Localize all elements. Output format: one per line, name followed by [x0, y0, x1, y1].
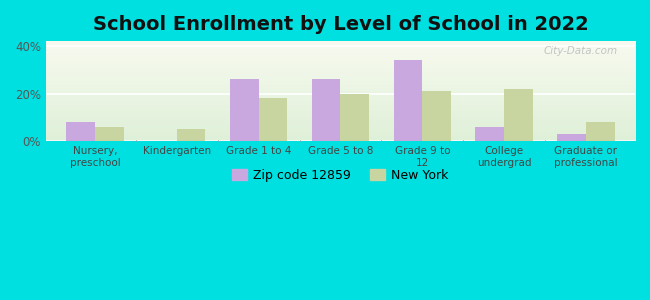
Bar: [230, 79, 259, 141]
Legend: Zip code 12859, New York: Zip code 12859, New York: [227, 164, 454, 187]
Bar: [475, 127, 504, 141]
Bar: [95, 127, 124, 141]
Bar: [504, 89, 533, 141]
Text: City-Data.com: City-Data.com: [543, 46, 618, 56]
Bar: [177, 129, 205, 141]
Bar: [422, 91, 451, 141]
Bar: [341, 94, 369, 141]
Bar: [394, 60, 422, 141]
Bar: [312, 79, 341, 141]
Bar: [259, 98, 287, 141]
Bar: [586, 122, 614, 141]
Bar: [557, 134, 586, 141]
Bar: [66, 122, 95, 141]
Title: School Enrollment by Level of School in 2022: School Enrollment by Level of School in …: [92, 15, 588, 34]
